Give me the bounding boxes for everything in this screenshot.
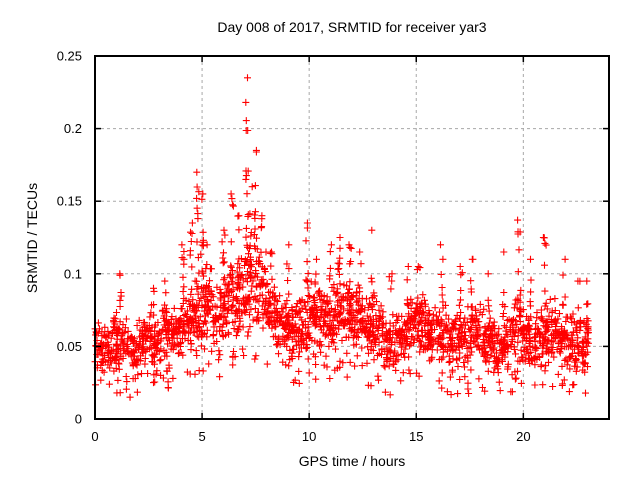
- y-tick-label: 0: [75, 412, 82, 427]
- x-tick-label: 0: [91, 429, 98, 444]
- scatter-points: [91, 74, 592, 401]
- y-tick-label: 0.1: [64, 266, 82, 281]
- x-axis-label: GPS time / hours: [298, 453, 406, 469]
- x-tick-label: 5: [198, 429, 205, 444]
- y-tick-label: 0.2: [64, 121, 82, 136]
- x-tick-label: 10: [302, 429, 316, 444]
- y-tick-label: 0.15: [57, 194, 82, 209]
- x-tick-label: 20: [516, 429, 530, 444]
- y-axis-label: SRMTID / TECUs: [24, 182, 40, 294]
- y-tick-label: 0.25: [57, 49, 82, 64]
- plot-border: [94, 55, 610, 420]
- chart-title: Day 008 of 2017, SRMTID for receiver yar…: [217, 19, 487, 35]
- y-tick-label: 0.05: [57, 339, 82, 354]
- x-tick-label: 15: [409, 429, 423, 444]
